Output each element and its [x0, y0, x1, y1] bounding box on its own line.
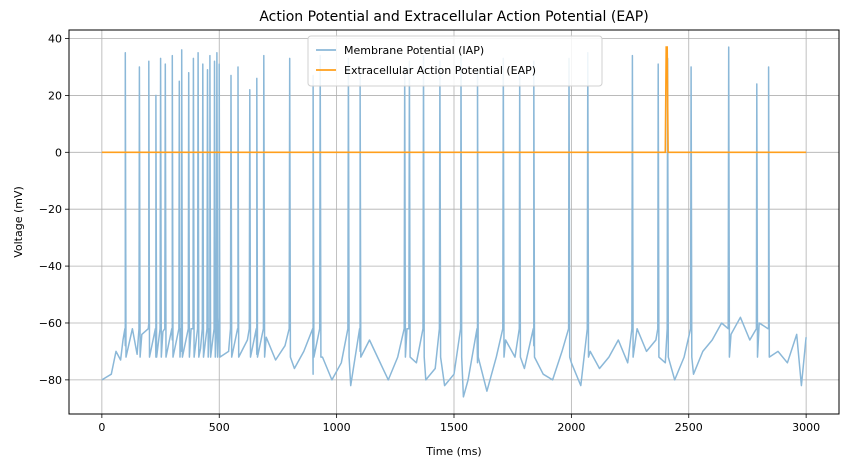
- x-tick-label: 2500: [675, 421, 703, 434]
- legend-label: Membrane Potential (IAP): [344, 44, 484, 57]
- plot-frame: [68, 29, 840, 415]
- x-tick-label: 1500: [440, 421, 468, 434]
- x-tick-label: 2000: [557, 421, 585, 434]
- ticks: 0 500 1000 1500 2000 2500 3000 −80 −60 −40 −20 0 20 4…: [39, 33, 820, 434]
- x-tick-label: 0: [98, 421, 105, 434]
- x-tick-label: 3000: [792, 421, 820, 434]
- y-tick-label: −40: [39, 260, 62, 273]
- chart-title: Action Potential and Extracellular Actio…: [259, 9, 648, 25]
- y-tick-label: −80: [39, 374, 62, 387]
- iap-line: [101, 46, 807, 398]
- y-tick-label: 40: [48, 33, 62, 46]
- legend-label: Extracellular Action Potential (EAP): [344, 64, 536, 77]
- series-layer: [101, 46, 807, 398]
- legend: Membrane Potential (IAP) Extracellular Ac…: [307, 35, 603, 87]
- y-axis-label: Voltage (mV): [12, 186, 25, 258]
- eap-line: [101, 46, 807, 154]
- legend-box: [307, 35, 603, 87]
- y-tick-label: −60: [39, 317, 62, 330]
- y-tick-label: 0: [55, 146, 62, 159]
- x-tick-label: 500: [209, 421, 230, 434]
- grid: [69, 30, 839, 414]
- x-tick-label: 1000: [323, 421, 351, 434]
- x-axis-label: Time (ms): [425, 445, 481, 458]
- y-tick-label: −20: [39, 203, 62, 216]
- y-tick-label: 20: [48, 89, 62, 102]
